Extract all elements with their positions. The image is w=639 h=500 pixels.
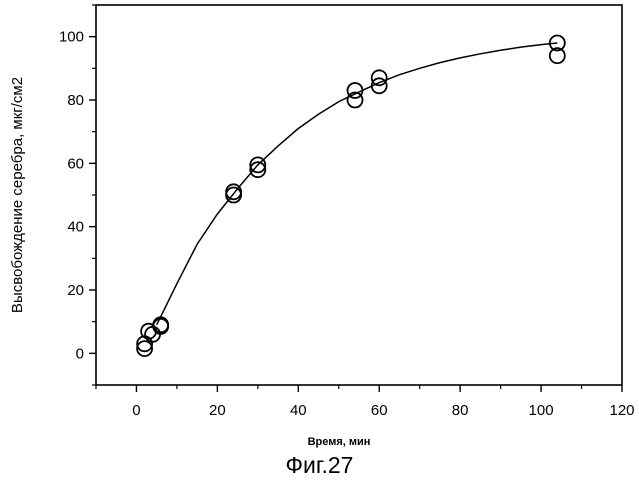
data-points-layer — [137, 36, 565, 357]
fit-curve-layer — [157, 43, 558, 325]
figure-caption: Фиг.27 — [0, 452, 639, 479]
x-axis-label: Время, мин — [308, 436, 371, 448]
x-tick-label: 100 — [529, 402, 554, 419]
x-tick-label: 120 — [609, 402, 634, 419]
plot-frame — [96, 5, 622, 385]
x-tick-label: 60 — [371, 402, 388, 419]
y-tick-label: 40 — [67, 219, 84, 236]
y-axis-label: Высвобождение серебра, мкг/см2 — [9, 77, 26, 313]
x-tick-label: 40 — [290, 402, 307, 419]
x-tick-label: 0 — [132, 402, 140, 419]
y-tick-label: 0 — [76, 345, 84, 362]
y-tick-label: 60 — [67, 155, 84, 172]
y-tick-label: 80 — [67, 92, 84, 109]
y-tick-label: 20 — [67, 282, 84, 299]
scatter-chart: 0 20 40 60 80 100 120 0 20 40 60 80 100 Время, мин Выс… — [0, 0, 639, 450]
x-tick-label: 80 — [452, 402, 469, 419]
y-tick-label: 100 — [59, 29, 84, 46]
axes-layer — [89, 5, 622, 392]
data-point — [226, 184, 241, 199]
data-point — [226, 188, 241, 203]
x-tick-label: 20 — [209, 402, 226, 419]
fit-curve — [157, 43, 558, 325]
